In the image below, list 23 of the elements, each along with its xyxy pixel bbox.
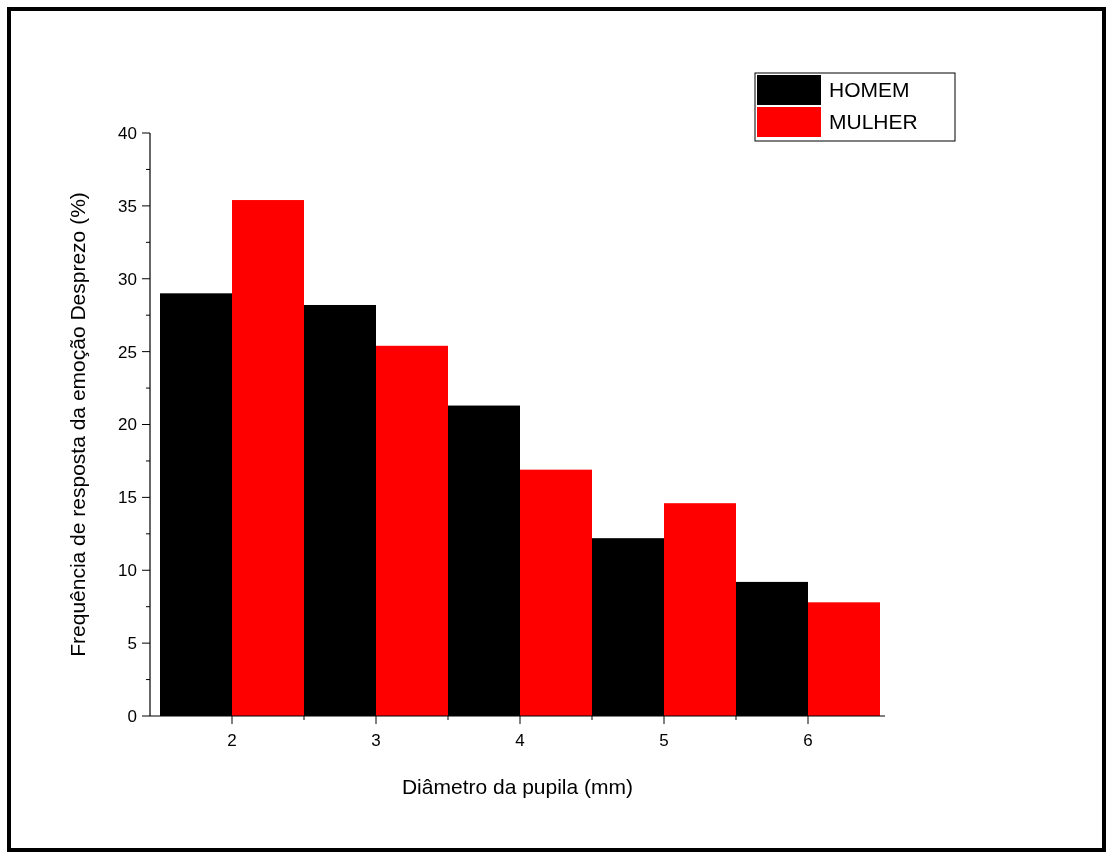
y-tick-label: 35 <box>118 196 137 216</box>
bar <box>376 345 448 716</box>
y-tick-label: 0 <box>127 706 137 726</box>
bar <box>808 602 880 716</box>
x-axis-title: Diâmetro da pupila (mm) <box>401 775 634 798</box>
y-tick-label: 40 <box>118 123 137 143</box>
y-tick-label: 5 <box>127 634 137 654</box>
x-tick-label: 6 <box>803 731 813 750</box>
legend-label: HOMEM <box>829 78 910 102</box>
y-tick-label: 25 <box>118 342 137 362</box>
y-axis-title: Frequência de resposta da emoção Desprezo (%) <box>66 192 89 657</box>
x-tick-label: 2 <box>227 731 237 750</box>
x-tick-label: 5 <box>659 731 669 750</box>
y-tick-label: 10 <box>118 561 137 581</box>
y-tick-label: 20 <box>118 415 137 435</box>
y-tick-label: 15 <box>118 488 137 508</box>
legend-label: MULHER <box>829 110 918 134</box>
y-tick-label: 30 <box>118 269 137 289</box>
bar <box>232 200 304 716</box>
bar <box>520 469 592 716</box>
bar <box>664 503 736 716</box>
x-tick-label: 3 <box>371 731 381 750</box>
x-tick-label: 4 <box>515 731 525 750</box>
